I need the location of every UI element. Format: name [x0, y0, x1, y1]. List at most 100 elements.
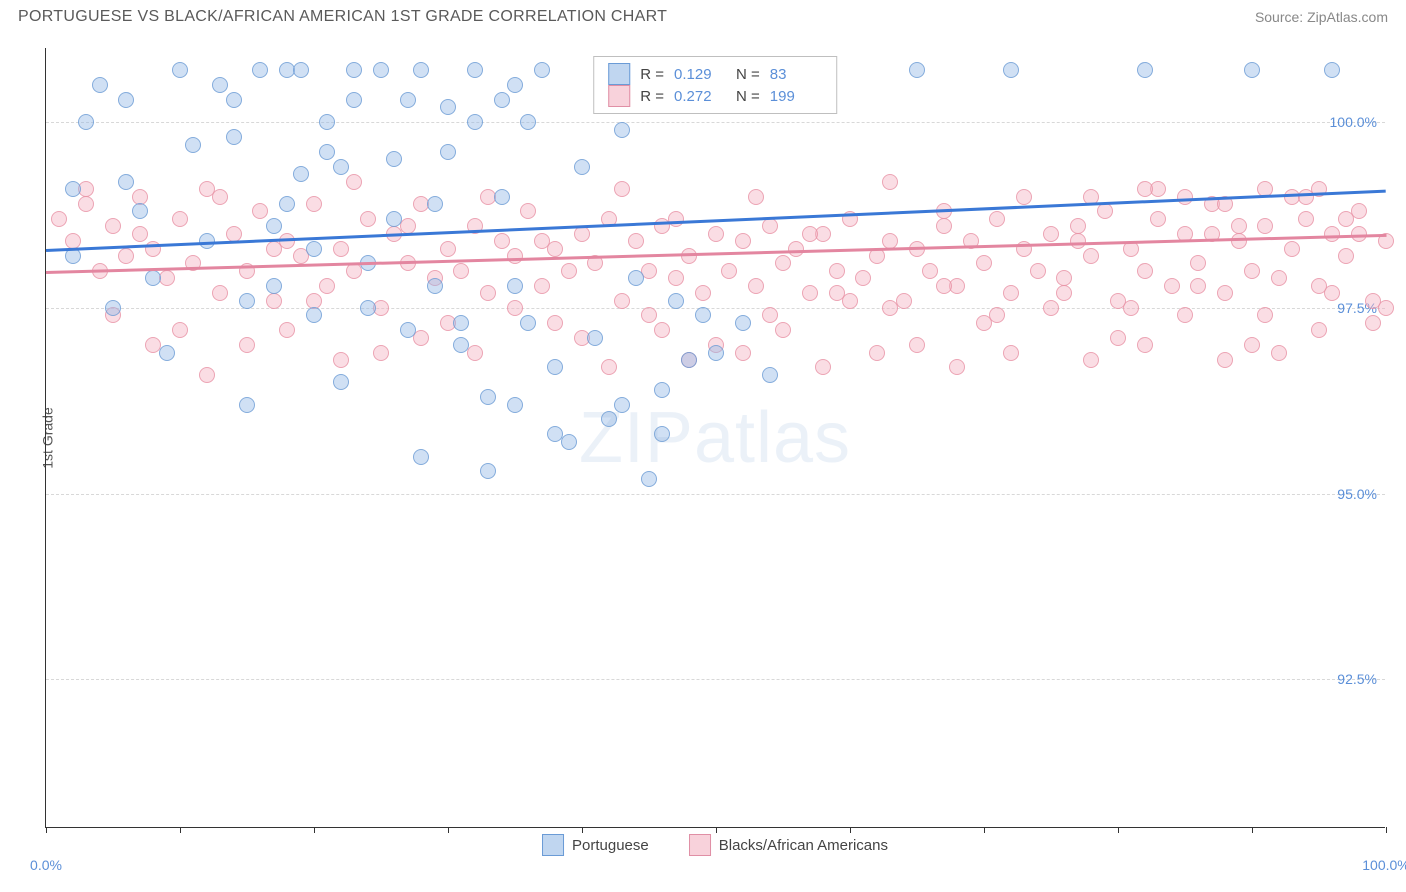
data-point	[708, 345, 724, 361]
data-point	[1190, 278, 1206, 294]
data-point	[386, 211, 402, 227]
data-point	[118, 174, 134, 190]
data-point	[681, 248, 697, 264]
data-point	[668, 293, 684, 309]
data-point	[1003, 345, 1019, 361]
data-point	[1257, 307, 1273, 323]
data-point	[319, 144, 335, 160]
data-point	[1097, 203, 1113, 219]
data-point	[762, 218, 778, 234]
data-point	[775, 322, 791, 338]
data-point	[507, 278, 523, 294]
data-point	[574, 226, 590, 242]
data-point	[413, 62, 429, 78]
data-point	[601, 411, 617, 427]
data-point	[788, 241, 804, 257]
data-point	[641, 471, 657, 487]
data-point	[212, 189, 228, 205]
data-point	[266, 218, 282, 234]
data-point	[333, 159, 349, 175]
data-point	[333, 241, 349, 257]
data-point	[400, 322, 416, 338]
data-point	[1177, 307, 1193, 323]
data-point	[1003, 285, 1019, 301]
data-point	[1190, 255, 1206, 271]
data-point	[802, 285, 818, 301]
data-point	[172, 62, 188, 78]
data-point	[386, 151, 402, 167]
data-point	[989, 211, 1005, 227]
data-point	[601, 359, 617, 375]
data-point	[1164, 278, 1180, 294]
data-point	[1150, 211, 1166, 227]
data-point	[1244, 337, 1260, 353]
data-point	[802, 226, 818, 242]
data-point	[1244, 62, 1260, 78]
data-point	[534, 278, 550, 294]
x-tick-label: 0.0%	[30, 857, 62, 873]
data-point	[400, 92, 416, 108]
data-point	[1070, 233, 1086, 249]
data-point	[360, 300, 376, 316]
data-point	[1177, 189, 1193, 205]
data-point	[1123, 300, 1139, 316]
data-point	[480, 389, 496, 405]
data-point	[507, 300, 523, 316]
source-label: Source: ZipAtlas.com	[1255, 9, 1388, 25]
series-legend: Portuguese Blacks/African Americans	[542, 834, 888, 856]
x-tick	[1386, 827, 1387, 833]
x-tick	[716, 827, 717, 833]
data-point	[668, 211, 684, 227]
data-point	[748, 278, 764, 294]
data-point	[534, 62, 550, 78]
data-point	[279, 196, 295, 212]
data-point	[239, 397, 255, 413]
legend-swatch-blue	[608, 63, 630, 85]
data-point	[695, 307, 711, 323]
data-point	[132, 203, 148, 219]
data-point	[494, 189, 510, 205]
data-point	[453, 263, 469, 279]
gridline	[46, 122, 1385, 123]
data-point	[534, 233, 550, 249]
data-point	[829, 285, 845, 301]
data-point	[373, 345, 389, 361]
data-point	[1070, 218, 1086, 234]
data-point	[721, 263, 737, 279]
data-point	[1137, 181, 1153, 197]
legend-swatch-pink	[608, 85, 630, 107]
data-point	[989, 307, 1005, 323]
data-point	[574, 159, 590, 175]
data-point	[440, 99, 456, 115]
data-point	[467, 114, 483, 130]
scatter-plot: 1st Grade 92.5%95.0%97.5%100.0%0.0%100.0…	[45, 48, 1385, 828]
data-point	[614, 181, 630, 197]
data-point	[507, 248, 523, 264]
data-point	[199, 367, 215, 383]
data-point	[842, 293, 858, 309]
data-point	[1043, 300, 1059, 316]
data-point	[293, 166, 309, 182]
data-point	[976, 255, 992, 271]
data-point	[78, 114, 94, 130]
chart-title: PORTUGUESE VS BLACK/AFRICAN AMERICAN 1ST…	[18, 8, 667, 26]
data-point	[1365, 315, 1381, 331]
data-point	[695, 285, 711, 301]
x-tick	[448, 827, 449, 833]
data-point	[735, 315, 751, 331]
data-point	[105, 218, 121, 234]
data-point	[882, 300, 898, 316]
data-point	[306, 307, 322, 323]
x-tick	[46, 827, 47, 833]
data-point	[641, 307, 657, 323]
data-point	[1244, 263, 1260, 279]
data-point	[681, 352, 697, 368]
data-point	[1338, 248, 1354, 264]
data-point	[628, 233, 644, 249]
data-point	[762, 307, 778, 323]
data-point	[1030, 263, 1046, 279]
data-point	[306, 196, 322, 212]
data-point	[654, 426, 670, 442]
data-point	[427, 278, 443, 294]
data-point	[346, 92, 362, 108]
